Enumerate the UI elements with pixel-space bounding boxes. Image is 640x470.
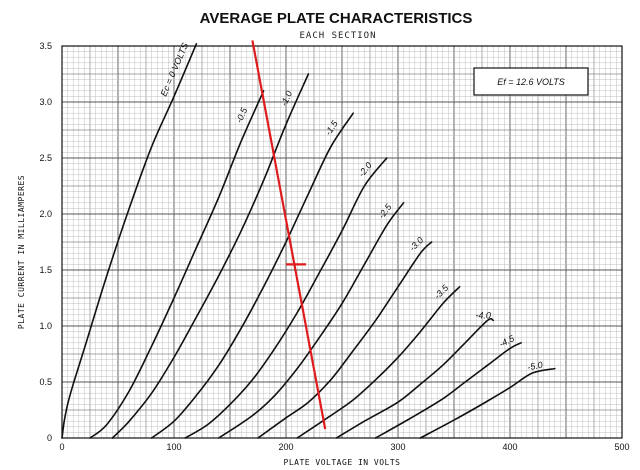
x-tick-label: 400 xyxy=(502,442,517,452)
y-tick-label: 2.0 xyxy=(39,209,52,219)
heater-voltage-annotation: Ef = 12.6 VOLTS xyxy=(497,77,565,87)
chart-title: AVERAGE PLATE CHARACTERISTICS xyxy=(200,10,473,27)
series-label: -5.0 xyxy=(526,360,543,373)
series-line xyxy=(184,157,388,439)
series-line xyxy=(150,112,354,439)
y-tick-label: 1.5 xyxy=(39,265,52,275)
x-tick-label: 100 xyxy=(166,442,181,452)
y-tick-label: 3.5 xyxy=(39,41,52,51)
series-line xyxy=(335,317,494,439)
y-axis-ticks: 0 0.5 1.0 1.5 2.0 2.5 3.0 3.5 xyxy=(39,41,52,443)
series-line xyxy=(257,241,433,439)
load-line-layer xyxy=(251,40,327,430)
series-line xyxy=(218,202,405,439)
y-tick-label: 3.0 xyxy=(39,97,52,107)
y-axis-label: PLATE CURRENT IN MILLIAMPERES xyxy=(17,175,26,329)
series-layer xyxy=(61,43,556,439)
x-tick-label: 0 xyxy=(59,442,64,452)
x-axis-label: PLATE VOLTAGE IN VOLTS xyxy=(284,458,401,467)
y-tick-label: 2.5 xyxy=(39,153,52,163)
y-tick-label: 0.5 xyxy=(39,377,52,387)
x-tick-label: 500 xyxy=(614,442,629,452)
y-tick-label: 0 xyxy=(47,433,52,443)
series-label: -4.0 xyxy=(475,310,491,320)
series-line xyxy=(111,73,310,439)
series-line xyxy=(374,342,522,439)
series-line xyxy=(296,286,461,439)
series-line xyxy=(419,367,556,439)
chart-grid xyxy=(61,45,623,439)
x-tick-label: 300 xyxy=(390,442,405,452)
x-axis-ticks: 0 100 200 300 400 500 xyxy=(59,442,629,452)
series-line xyxy=(61,43,198,439)
heater-annotation-box: Ef = 12.6 VOLTS xyxy=(473,67,589,96)
annotation-frame xyxy=(473,67,589,96)
chart-subtitle: EACH SECTION xyxy=(299,31,376,41)
x-tick-label: 200 xyxy=(278,442,293,452)
load-line xyxy=(251,40,327,430)
series-line xyxy=(89,90,265,439)
y-tick-label: 1.0 xyxy=(39,321,52,331)
plot-frame xyxy=(61,45,623,439)
